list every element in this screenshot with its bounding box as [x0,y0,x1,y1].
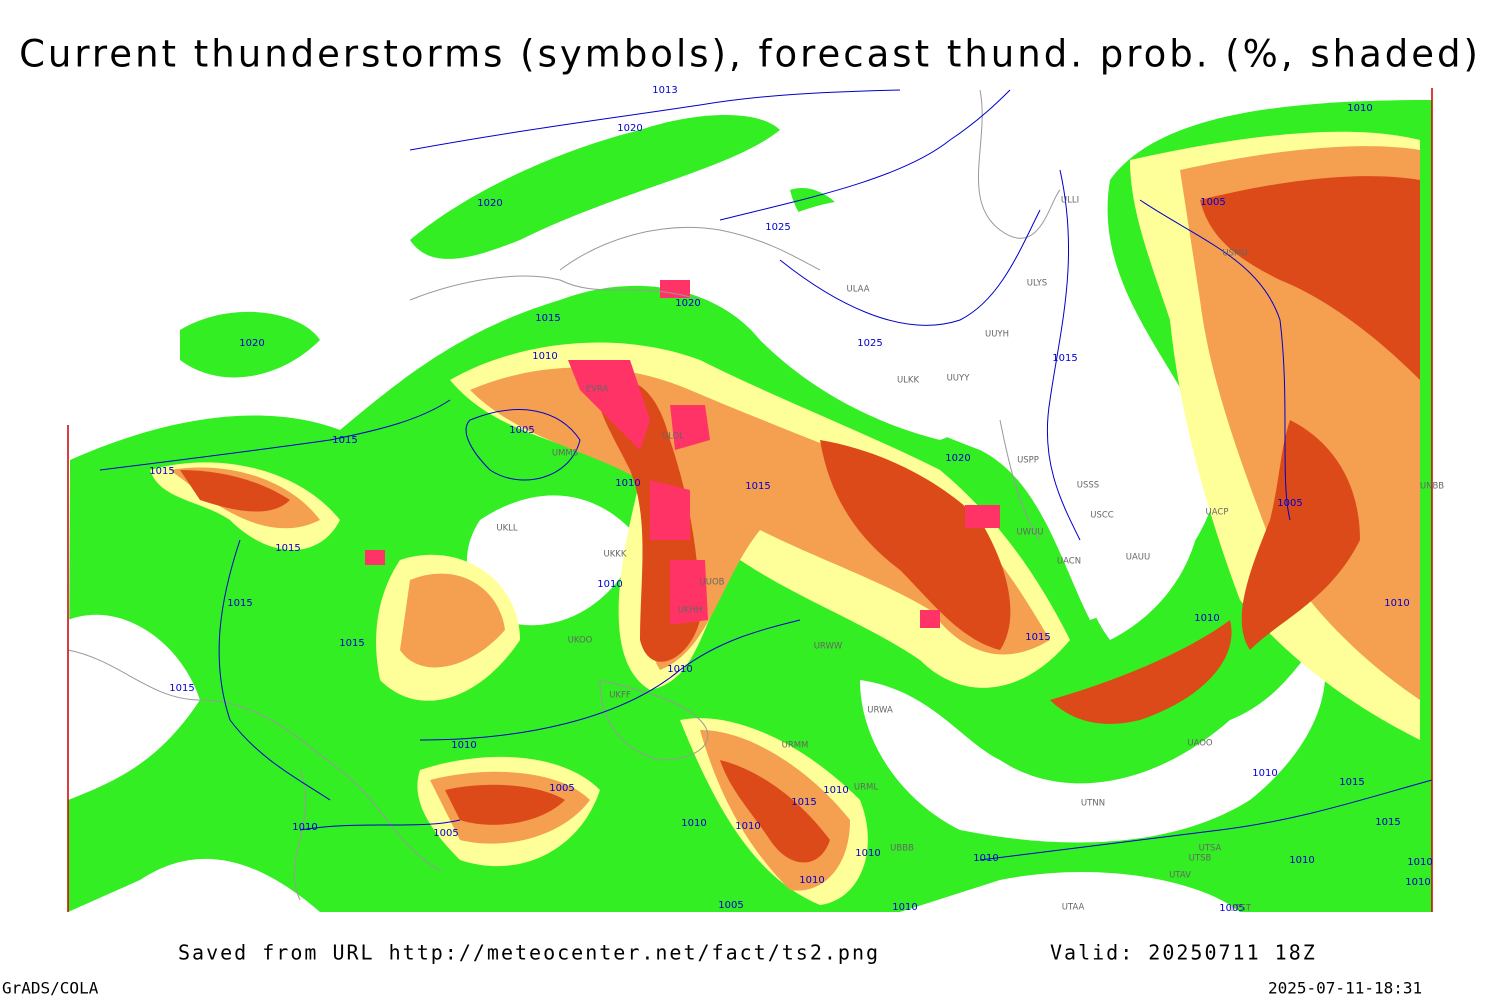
isobar-label: 1015 [339,638,364,649]
station-label: USPP [1017,456,1039,466]
isobar-label: 1010 [667,664,692,675]
station-label: UTAV [1169,871,1191,881]
map-frame [67,88,1433,912]
isobar-label: 1010 [532,351,557,362]
software: GrADS/COLA [2,979,99,998]
isobar-label: 1020 [239,338,264,349]
isobar-label: 1015 [149,466,174,477]
isobar-label: 1005 [1219,903,1244,914]
station-label: UMMS [552,449,578,459]
isobar-label: 1015 [535,313,560,324]
isobar-label: 1010 [1194,613,1219,624]
isobar-label: 1015 [745,481,770,492]
station-label: USCC [1090,511,1114,521]
station-label: UAOO [1187,739,1213,749]
isobar-label: 1010 [973,853,998,864]
isobar-label: 1005 [718,900,743,911]
station-label: ULLI [1061,196,1079,206]
isobar-label: 1010 [292,822,317,833]
isobar-label: 1010 [1252,768,1277,779]
station-label: ULYS [1027,279,1047,289]
isobar-label: 1005 [1200,197,1225,208]
prob-very-high [180,176,1420,863]
isobar-label: 1010 [1384,598,1409,609]
isobar-label: 1025 [765,222,790,233]
isobar-label: 1015 [227,598,252,609]
station-label: UKHH [678,606,703,616]
isobar-label: 1010 [799,875,824,886]
isobar-label: 1020 [477,198,502,209]
station-label: UTNN [1081,799,1105,809]
isobar-label: 1015 [1375,817,1400,828]
station-label: URMM [782,741,809,751]
station-label: UUOB [700,578,725,588]
isobar-label: 1010 [892,902,917,913]
station-label: UNBB [1420,482,1444,492]
station-label: URML [854,783,878,793]
station-label: ULKK [897,376,920,386]
station-label: USSS [1077,481,1099,491]
isobar-label: 1010 [1289,855,1314,866]
station-label: UTSB [1189,854,1212,864]
isobar-label: 1020 [945,453,970,464]
isobar-label: 1005 [509,425,534,436]
station-label: UKKK [604,550,627,560]
isobar-label: 1010 [1407,857,1432,868]
title: Current thunderstorms (symbols), forecas… [19,33,1481,76]
station-label: EVRA [586,385,609,395]
station-label: ULAA [846,285,869,295]
station-label: UKLL [496,524,518,534]
isobar-label: 1010 [823,785,848,796]
isobars [99,89,1433,861]
station-label: UTST [1229,904,1252,914]
isobar-label: 1025 [857,338,882,349]
station-label: UTAA [1062,903,1085,913]
station-label: USMU [1222,249,1247,259]
station-label: UKOO [568,636,593,646]
station-label: URWW [814,642,843,652]
isobar-label: 1010 [451,740,476,751]
station-label: UUYH [985,330,1009,340]
station-label: UUYY [947,374,971,384]
station-label: UTSA [1199,844,1222,854]
isobar-label: 1020 [675,298,700,309]
timestamp: 2025-07-11-18:31 [1268,979,1422,998]
isobar-label: 1010 [597,579,622,590]
station-label: UACP [1206,508,1229,518]
thunderstorm-symbols [365,280,1000,628]
isobar-label: 1010 [1347,103,1372,114]
isobar-label: 1015 [169,683,194,694]
valid-time: Valid: 20250711 18Z [1050,941,1317,965]
isobar-label: 1015 [1052,353,1077,364]
isobar-label: 1020 [617,123,642,134]
isobar-label: 1015 [275,543,300,554]
station-label: UKFF [609,691,631,701]
station-label: UACN [1057,557,1081,567]
isobar-label: 1010 [1405,877,1430,888]
isobar-label: 1015 [791,797,816,808]
source-url: Saved from URL http://meteocenter.net/fa… [178,941,880,965]
isobar-label: 1015 [1025,632,1050,643]
isobar-label: 1005 [549,783,574,794]
isobar-label: 1013 [652,85,677,96]
station-label: UWUU [1016,528,1043,538]
map-area: 1013 1020 1020 1025 1020 1015 1020 1025 1010 1015… [67,85,1444,914]
station-label: UBBB [890,844,914,854]
isobar-label: 1015 [332,435,357,446]
map-labels: 1013 1020 1020 1025 1020 1015 1020 1025 1010 1015… [149,85,1444,914]
isobar-label: 1005 [1277,498,1302,509]
station-label: URWA [867,706,893,716]
station-label: ULOL [662,432,684,442]
isobar-label: 1010 [615,478,640,489]
isobar-label: 1005 [433,828,458,839]
isobar-label: 1010 [735,821,760,832]
isobar-label: 1010 [855,848,880,859]
coastlines [67,89,1061,901]
station-label: UAUU [1126,553,1150,563]
isobar-label: 1015 [1339,777,1364,788]
isobar-label: 1010 [681,818,706,829]
